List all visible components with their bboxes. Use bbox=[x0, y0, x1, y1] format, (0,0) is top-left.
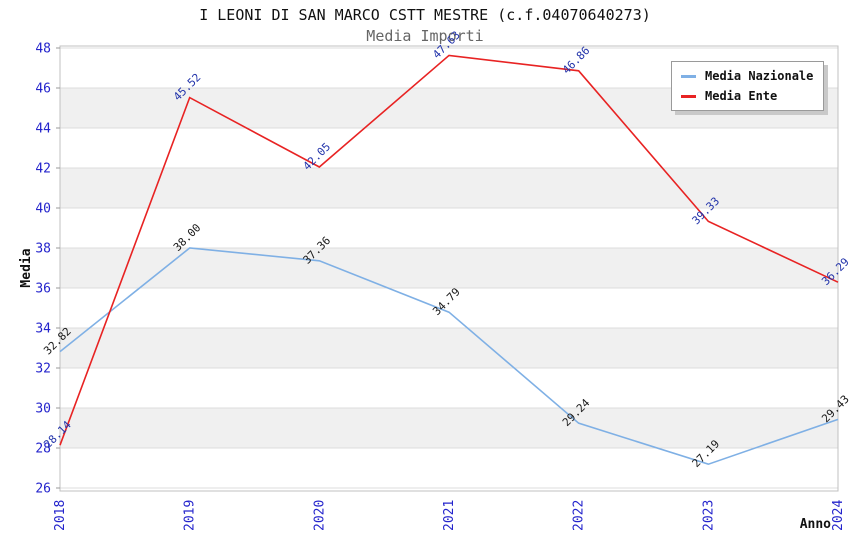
x-tick-label: 2024 bbox=[831, 500, 846, 531]
plot-band bbox=[60, 248, 838, 288]
line-media-ente bbox=[59, 54, 839, 446]
y-tick-label: 30 bbox=[35, 402, 51, 417]
value-label: 46.86 bbox=[560, 44, 593, 77]
legend: Media Nazionale Media Ente bbox=[671, 61, 825, 111]
media-ente-line-swatch bbox=[681, 94, 696, 98]
chart-title: I LEONI DI SAN MARCO CSTT MESTRE (c.f.04… bbox=[199, 6, 651, 24]
y-tick-label: 48 bbox=[35, 42, 51, 57]
media-nazionale-line-swatch bbox=[681, 74, 696, 78]
legend-item-media-nazionale: Media Nazionale bbox=[681, 69, 813, 83]
y-tick-label: 46 bbox=[35, 82, 51, 97]
chart-subtitle: Media Importi bbox=[366, 27, 484, 45]
x-tick-label: 2022 bbox=[572, 500, 587, 531]
x-tick-label: 2021 bbox=[442, 500, 457, 531]
y-tick-label: 32 bbox=[35, 362, 51, 377]
x-tick-label: 2019 bbox=[183, 500, 198, 531]
y-axis-title: Media bbox=[19, 248, 34, 287]
y-tick-label: 42 bbox=[35, 162, 51, 177]
legend-item-media-ente: Media Ente bbox=[681, 89, 813, 103]
x-axis-title: Anno bbox=[800, 517, 831, 532]
x-tick-label: 2018 bbox=[53, 500, 68, 531]
x-tick-label: 2020 bbox=[312, 500, 327, 531]
y-tick-label: 28 bbox=[35, 442, 51, 457]
y-tick-label: 34 bbox=[35, 322, 51, 337]
plot-band bbox=[60, 168, 838, 208]
value-label: 34.79 bbox=[430, 285, 463, 318]
plot-border bbox=[59, 45, 839, 492]
y-tick-label: 40 bbox=[35, 202, 51, 217]
legend-label: Media Nazionale bbox=[705, 69, 814, 83]
legend-label: Media Ente bbox=[705, 89, 778, 103]
y-tick-label: 36 bbox=[35, 282, 51, 297]
plot-band bbox=[60, 328, 838, 368]
x-tick-label: 2023 bbox=[701, 500, 716, 531]
chart-header: I LEONI DI SAN MARCO CSTT MESTRE (c.f.04… bbox=[0, 0, 850, 45]
y-tick-label: 38 bbox=[35, 242, 51, 257]
y-tick-label: 26 bbox=[35, 482, 51, 497]
line-media-nazionale bbox=[59, 247, 839, 466]
y-tick-label: 44 bbox=[35, 122, 51, 137]
plot-band bbox=[60, 408, 838, 448]
